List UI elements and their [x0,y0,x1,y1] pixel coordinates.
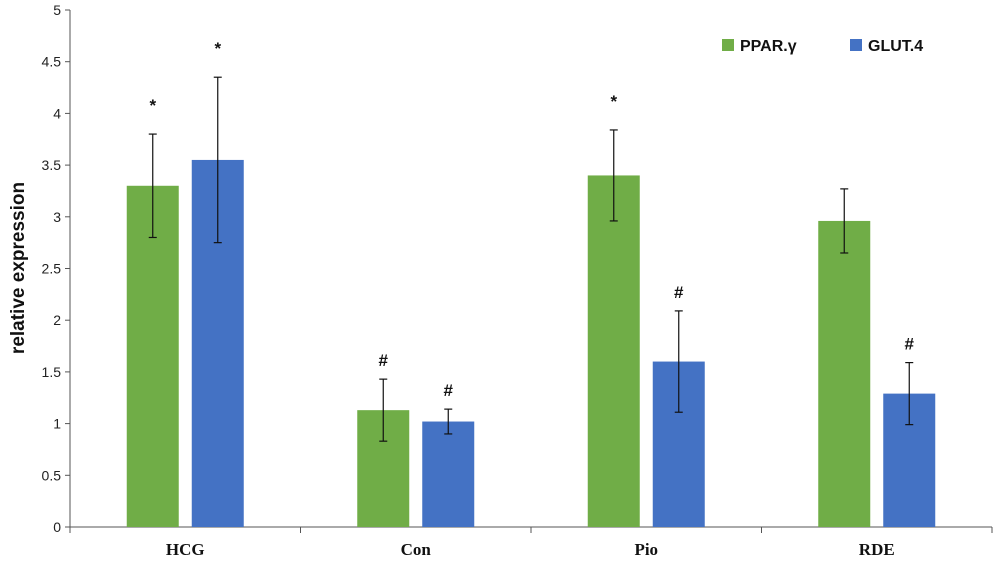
y-tick-label: 2 [53,312,61,328]
category-label: Con [401,540,432,559]
significance-marker: * [214,39,221,58]
y-tick-label: 3.5 [42,157,62,173]
significance-marker: # [444,381,454,400]
y-axis-label: relative expression [8,182,29,354]
bar [818,220,871,527]
legend: PPAR.γ GLUT.4 [722,38,923,55]
legend-swatch [722,39,734,51]
y-tick-label: 4 [53,105,61,121]
bar [587,175,640,527]
legend-label: PPAR.γ [740,38,797,55]
bar [422,421,475,527]
bar [126,185,179,527]
significance-marker: # [379,351,389,370]
significance-marker: * [149,96,156,115]
y-axis: 0 0.5 1 1.5 2 2.5 3 3.5 4 4.5 5 [42,2,71,535]
legend-label: GLUT.4 [868,38,923,55]
y-tick-label: 1 [53,416,61,432]
y-tick-label: 0 [53,519,61,535]
y-tick-label: 3 [53,209,61,225]
legend-swatch [850,39,862,51]
significance-marker: # [674,283,684,302]
bars [126,159,936,527]
category-label: HCG [166,540,205,559]
x-axis: HCG Con Pio RDE [69,526,993,559]
y-tick-label: 5 [53,2,61,18]
category-label: Pio [634,540,658,559]
y-tick-label: 1.5 [42,364,62,380]
error-bars [148,76,914,442]
y-tick-label: 0.5 [42,467,62,483]
y-tick-label: 4.5 [42,54,62,70]
significance-marker: # [905,335,915,354]
significance-marker: * [610,92,617,111]
significance-markers: * * # # * # # [149,39,914,400]
category-label: RDE [859,540,895,559]
y-tick-label: 2.5 [42,261,62,277]
